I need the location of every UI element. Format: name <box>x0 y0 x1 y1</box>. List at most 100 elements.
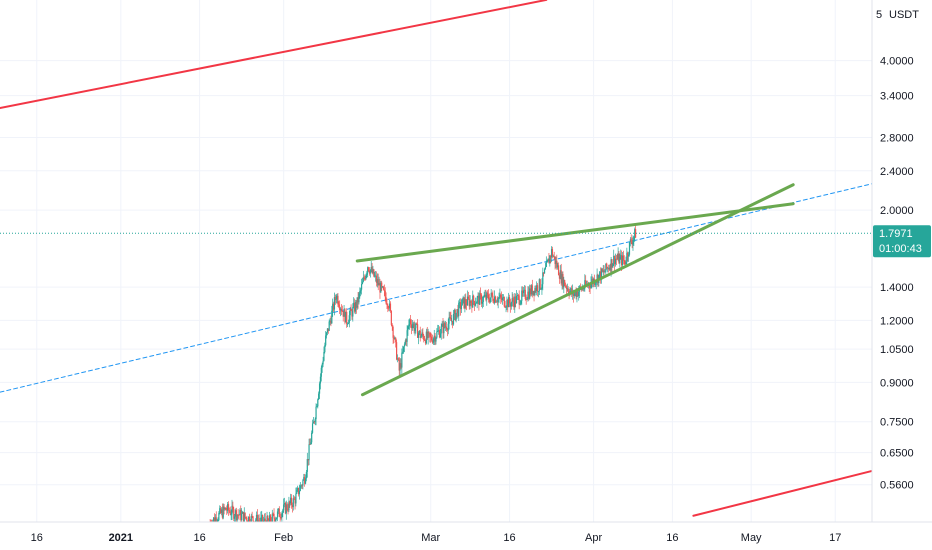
candle-body <box>309 444 311 446</box>
candle-body <box>500 294 502 298</box>
candle-body <box>355 302 357 308</box>
candle-body <box>308 444 310 461</box>
candle-body <box>297 487 300 495</box>
candle-body <box>410 319 412 325</box>
candle-body <box>429 333 431 337</box>
candle-body <box>344 309 346 323</box>
candle-body <box>361 281 364 285</box>
candle-body <box>471 302 473 308</box>
price-axis-top-label: 5 <box>876 9 882 21</box>
candle-body <box>397 358 399 360</box>
candle-body <box>376 279 378 283</box>
candle-body <box>264 518 266 523</box>
candle-body <box>224 507 226 510</box>
candle-body <box>432 338 434 343</box>
candle-body <box>412 323 414 326</box>
candle-body <box>289 501 291 504</box>
price-axis[interactable] <box>872 0 932 522</box>
time-axis[interactable] <box>0 522 932 550</box>
plot-area[interactable] <box>0 0 872 522</box>
candle-body <box>285 504 287 514</box>
candle-body <box>513 301 515 308</box>
candle-body <box>459 302 461 303</box>
candle-body <box>590 282 592 288</box>
candle-body <box>601 268 603 272</box>
candle-body <box>607 267 610 270</box>
candle-body <box>348 315 350 323</box>
candle-body <box>435 337 437 342</box>
candle-body <box>336 295 338 300</box>
candle-body <box>310 442 312 445</box>
candle-body <box>476 297 478 303</box>
candle-body <box>366 272 368 275</box>
candle-body <box>473 295 475 302</box>
candle-body <box>462 297 464 299</box>
candle-body <box>456 309 458 314</box>
candle-body <box>387 304 389 309</box>
candle-body <box>546 260 548 262</box>
candle-body <box>394 337 396 339</box>
candle-body <box>422 332 424 336</box>
candle-body <box>367 267 369 273</box>
trend-lines-front <box>0 0 873 517</box>
candle-body <box>481 301 484 304</box>
candle-body <box>218 512 220 520</box>
candle-body <box>345 311 347 323</box>
candle-body <box>466 296 469 306</box>
candle-body <box>305 471 308 479</box>
candle-body <box>559 270 561 279</box>
candle-body <box>628 242 631 255</box>
candle-body <box>244 512 246 518</box>
candle-body <box>286 504 288 510</box>
candle-body <box>271 513 273 524</box>
candle-body <box>529 288 531 299</box>
candle-body <box>262 514 264 523</box>
candle-body <box>612 263 614 268</box>
candle-body <box>269 515 271 522</box>
candle-body <box>564 280 566 286</box>
candle-body <box>480 294 483 304</box>
candle-body <box>273 513 275 519</box>
candle-body <box>611 259 613 268</box>
candle-body <box>343 309 345 317</box>
candle-body <box>525 298 527 300</box>
candle-body <box>341 311 343 312</box>
candle-body <box>377 279 379 286</box>
candle-body <box>368 270 371 274</box>
candle-body <box>512 298 514 302</box>
candle-body <box>549 255 551 264</box>
candle-body <box>363 277 365 279</box>
candle-body <box>548 258 550 264</box>
candle-body <box>320 367 322 377</box>
candle-body <box>371 267 373 273</box>
candle-body <box>621 255 624 266</box>
candle-body <box>335 299 337 301</box>
candle-body <box>610 259 612 271</box>
candle-body <box>362 277 364 282</box>
candle-body <box>443 323 445 334</box>
candle-body <box>454 310 456 321</box>
candle-body <box>346 311 348 324</box>
candle-body <box>393 337 395 339</box>
candle-body <box>565 286 568 289</box>
candle-body <box>562 274 564 288</box>
candle-body <box>602 270 604 272</box>
time-tick-label: 16 <box>193 532 205 544</box>
trend-lines-back <box>0 183 873 393</box>
candle-body <box>384 290 386 298</box>
candle-body <box>620 255 622 258</box>
candle-body <box>472 295 474 308</box>
candle-body <box>321 364 323 368</box>
candle-body <box>485 294 487 300</box>
candle-body <box>426 331 428 339</box>
candle-body <box>494 296 497 303</box>
candle-body <box>459 302 462 310</box>
candle-body <box>360 284 363 290</box>
candle-body <box>630 239 632 243</box>
candle-body <box>299 485 301 491</box>
candle-body <box>537 291 540 293</box>
candle-body <box>614 255 616 265</box>
candle-body <box>298 490 301 495</box>
candle-body <box>510 302 512 307</box>
